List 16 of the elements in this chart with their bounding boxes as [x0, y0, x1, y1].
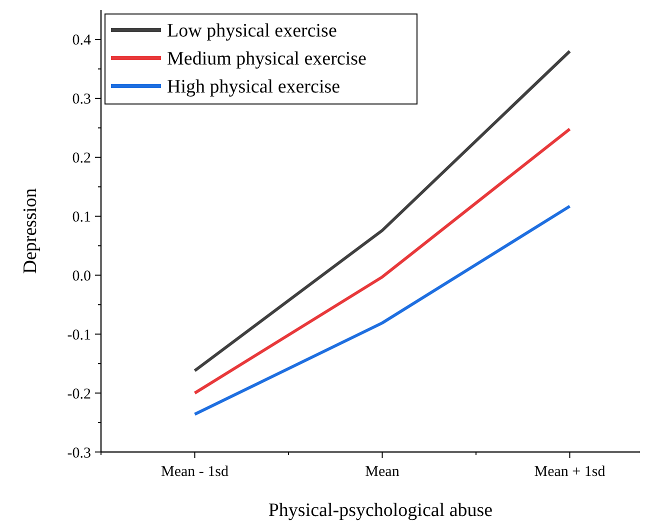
- y-tick-label: -0.1: [67, 327, 91, 344]
- x-tick-label: Mean - 1sd: [161, 464, 229, 480]
- legend-label: Low physical exercise: [167, 20, 337, 42]
- y-tick-label: -0.2: [67, 386, 91, 402]
- x-tick-label: Mean: [365, 464, 400, 480]
- y-tick-label: 0.2: [72, 150, 91, 167]
- x-tick-label: Mean + 1sd: [534, 464, 606, 480]
- x-axis-title: Physical-psychological abuse: [268, 500, 493, 521]
- y-tick-label: 0.4: [72, 32, 92, 49]
- legend-label: High physical exercise: [167, 76, 340, 98]
- legend-label: Medium physical exercise: [167, 48, 366, 70]
- y-tick-label: 0.0: [72, 268, 91, 284]
- y-tick-label: 0.1: [72, 210, 91, 226]
- y-tick-label: -0.3: [67, 445, 91, 462]
- y-tick-label: 0.3: [72, 92, 91, 108]
- y-axis-title: Depression: [20, 188, 41, 274]
